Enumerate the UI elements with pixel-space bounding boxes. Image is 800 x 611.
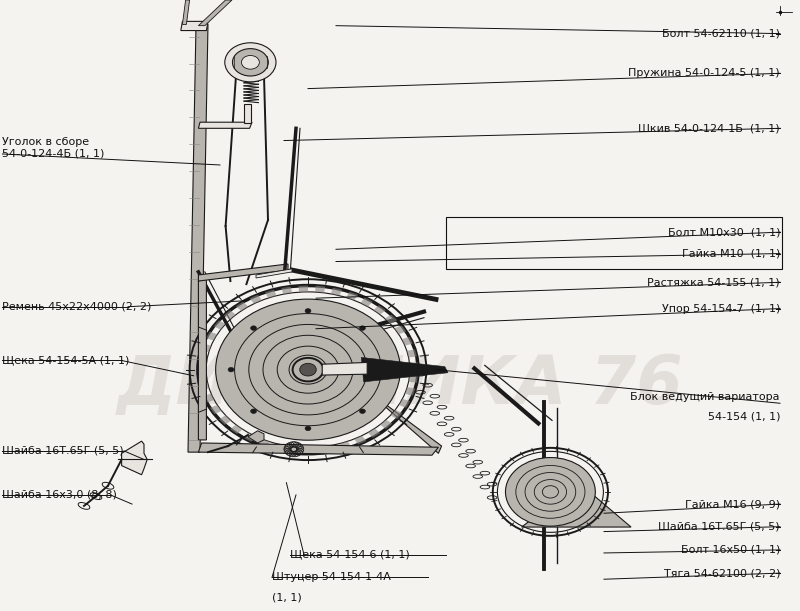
Circle shape (242, 56, 259, 69)
Polygon shape (198, 122, 252, 128)
Circle shape (233, 49, 268, 76)
Wedge shape (203, 393, 214, 403)
Wedge shape (405, 387, 415, 396)
Text: Пружина 54-0-124-5 (1, 1): Пружина 54-0-124-5 (1, 1) (628, 68, 780, 78)
Wedge shape (290, 447, 301, 453)
Text: Щека 54-154-6 (1, 1): Щека 54-154-6 (1, 1) (290, 550, 410, 560)
Wedge shape (198, 356, 207, 364)
Wedge shape (298, 285, 308, 292)
Polygon shape (244, 104, 251, 123)
Wedge shape (394, 325, 406, 334)
Text: Ремень 45х22х4000 (2, 2): Ремень 45х22х4000 (2, 2) (2, 302, 152, 312)
Text: (1, 1): (1, 1) (272, 593, 302, 602)
Text: Гайка М16 (9, 9): Гайка М16 (9, 9) (685, 499, 780, 509)
Wedge shape (210, 405, 222, 414)
Wedge shape (380, 420, 392, 429)
Wedge shape (368, 428, 380, 437)
Text: 54-154 (1, 1): 54-154 (1, 1) (707, 412, 780, 422)
Text: 54-0-124-4Б (1, 1): 54-0-124-4Б (1, 1) (2, 149, 105, 159)
Wedge shape (236, 302, 248, 311)
Polygon shape (522, 483, 631, 527)
Circle shape (382, 367, 388, 372)
Text: Тяга 54-62100 (2, 2): Тяга 54-62100 (2, 2) (663, 568, 780, 578)
Wedge shape (230, 425, 242, 434)
Circle shape (359, 326, 366, 331)
Polygon shape (198, 0, 232, 26)
Polygon shape (244, 73, 251, 79)
Wedge shape (206, 332, 218, 340)
Wedge shape (374, 306, 386, 315)
Wedge shape (331, 288, 342, 296)
Circle shape (359, 409, 366, 414)
Wedge shape (282, 287, 292, 295)
Polygon shape (198, 278, 206, 440)
Wedge shape (339, 441, 351, 450)
Wedge shape (308, 447, 318, 454)
Text: Щека 54-154-5А (1, 1): Щека 54-154-5А (1, 1) (2, 356, 130, 365)
Text: Шкив 54-0-124-1Б  (1, 1): Шкив 54-0-124-1Б (1, 1) (638, 123, 780, 133)
Wedge shape (224, 310, 236, 320)
Circle shape (305, 426, 311, 431)
Polygon shape (182, 0, 190, 24)
Wedge shape (385, 315, 397, 324)
Polygon shape (248, 431, 264, 443)
Text: Болт М10х30  (1, 1): Болт М10х30 (1, 1) (667, 227, 780, 237)
Wedge shape (198, 370, 206, 377)
Text: Шайба 16Т.65Г (5, 5): Шайба 16Т.65Г (5, 5) (2, 446, 124, 456)
Wedge shape (354, 436, 366, 445)
Polygon shape (122, 441, 147, 475)
Text: Растяжка 54-155 (1, 1): Растяжка 54-155 (1, 1) (647, 277, 780, 287)
Circle shape (506, 458, 595, 526)
Polygon shape (322, 362, 367, 375)
Wedge shape (406, 349, 417, 357)
Wedge shape (243, 433, 255, 442)
Circle shape (216, 299, 400, 440)
Text: Болт 54-62110 (1, 1): Болт 54-62110 (1, 1) (662, 29, 780, 38)
Wedge shape (346, 291, 358, 301)
Circle shape (250, 409, 257, 414)
Wedge shape (324, 445, 334, 453)
Text: Блок ведущий вариатора: Блок ведущий вариатора (630, 392, 780, 402)
Circle shape (300, 364, 316, 376)
Wedge shape (199, 382, 210, 390)
Wedge shape (409, 375, 418, 383)
Wedge shape (361, 298, 373, 307)
Circle shape (228, 367, 234, 372)
Text: Уголок в сборе: Уголок в сборе (2, 137, 90, 147)
Text: Болт 16х50 (1, 1): Болт 16х50 (1, 1) (681, 545, 780, 555)
Wedge shape (390, 410, 402, 419)
Circle shape (250, 326, 257, 331)
Polygon shape (355, 381, 442, 453)
Text: Упор 54-154-7  (1, 1): Упор 54-154-7 (1, 1) (662, 304, 780, 313)
Wedge shape (274, 444, 285, 452)
Circle shape (305, 309, 311, 313)
Wedge shape (214, 320, 226, 329)
Circle shape (542, 486, 558, 498)
Polygon shape (188, 24, 208, 452)
Text: Шайба 16х3,0 (8, 8): Шайба 16х3,0 (8, 8) (2, 490, 118, 500)
Polygon shape (198, 264, 288, 281)
Circle shape (225, 43, 276, 82)
Polygon shape (181, 21, 208, 31)
Wedge shape (265, 290, 277, 298)
Wedge shape (315, 286, 326, 293)
Text: Шайба 16Т.65Г (5, 5): Шайба 16Т.65Г (5, 5) (658, 522, 780, 532)
Polygon shape (256, 269, 292, 278)
Wedge shape (201, 343, 211, 352)
Circle shape (293, 358, 323, 381)
Text: Гайка М10  (1, 1): Гайка М10 (1, 1) (682, 249, 780, 258)
Wedge shape (250, 295, 262, 304)
Wedge shape (219, 415, 231, 425)
Wedge shape (398, 399, 410, 408)
Wedge shape (258, 439, 270, 448)
Text: ДИНАМИКА 76: ДИНАМИКА 76 (117, 352, 683, 418)
Wedge shape (410, 362, 418, 370)
Text: Штуцер 54-154-1-4А: Штуцер 54-154-1-4А (272, 573, 391, 582)
Wedge shape (402, 337, 413, 346)
Polygon shape (198, 443, 438, 455)
Polygon shape (362, 357, 448, 382)
